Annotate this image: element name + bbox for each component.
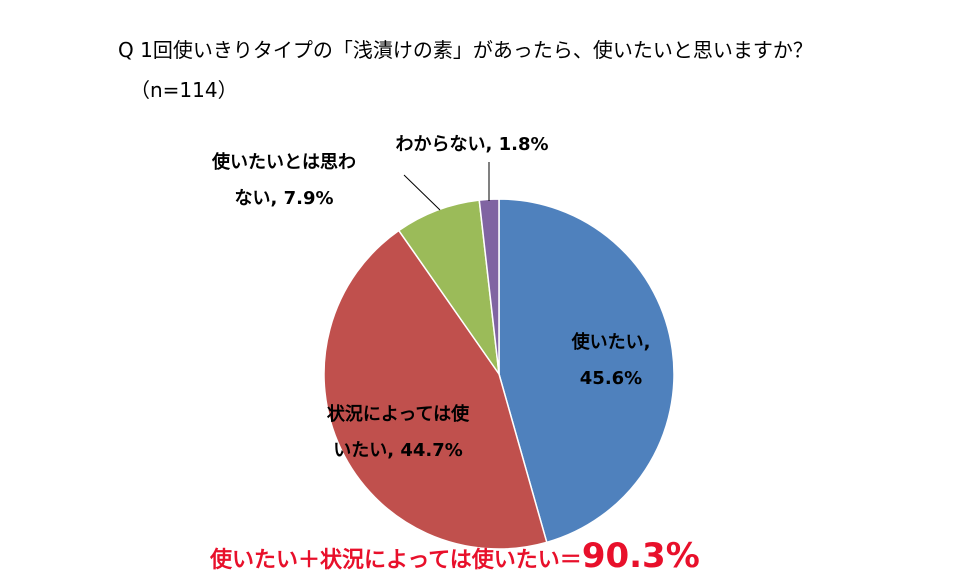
chart-subtitle: （n=114） (130, 78, 238, 102)
data-label-2: 状況によっては使いたい, 44.7% (327, 403, 470, 461)
data-label-3-line-1: 使いたいとは思わ (211, 152, 356, 173)
data-label-1-line-1: 使いたい, (571, 332, 651, 353)
data-label-3: 使いたいとは思わない, 7.9% (211, 152, 356, 209)
data-label-1: 使いたい, 45.6% (571, 332, 651, 389)
data-label-2-line-1: 状況によっては使 (327, 403, 470, 425)
data-label-1-line-2: 45.6% (580, 368, 642, 389)
data-label-4: わからない, 1.8% (395, 134, 548, 155)
leader-line-3 (403, 174, 441, 211)
summary-callout: 使いたい＋状況によっては使いたい＝90.3% (210, 536, 700, 576)
data-label-3-line-2: ない, 7.9% (234, 188, 333, 209)
data-label-4-line-1: わからない, 1.8% (395, 134, 548, 155)
data-label-2-line-2: いたい, 44.7% (333, 440, 463, 461)
summary-value: 90.3% (581, 536, 700, 576)
pie-slice-1 (498, 198, 675, 544)
chart-title: Q 1回使いきりタイプの「浅漬けの素」があったら、使いたいと思いますか？ (118, 38, 813, 62)
pie-slice-2 (323, 229, 548, 550)
summary-text: 使いたい＋状況によっては使いたい＝ (210, 548, 582, 573)
